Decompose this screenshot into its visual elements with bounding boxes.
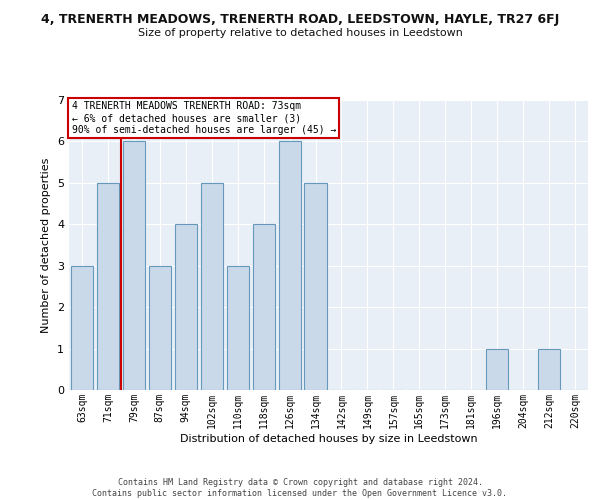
Text: Size of property relative to detached houses in Leedstown: Size of property relative to detached ho… bbox=[137, 28, 463, 38]
Bar bbox=[149, 266, 171, 390]
Bar bbox=[97, 183, 119, 390]
X-axis label: Distribution of detached houses by size in Leedstown: Distribution of detached houses by size … bbox=[179, 434, 478, 444]
Y-axis label: Number of detached properties: Number of detached properties bbox=[41, 158, 52, 332]
Text: 4 TRENERTH MEADOWS TRENERTH ROAD: 73sqm
← 6% of detached houses are smaller (3)
: 4 TRENERTH MEADOWS TRENERTH ROAD: 73sqm … bbox=[71, 102, 336, 134]
Bar bbox=[278, 142, 301, 390]
Bar bbox=[123, 142, 145, 390]
Bar bbox=[486, 348, 508, 390]
Bar bbox=[304, 183, 326, 390]
Text: 4, TRENERTH MEADOWS, TRENERTH ROAD, LEEDSTOWN, HAYLE, TR27 6FJ: 4, TRENERTH MEADOWS, TRENERTH ROAD, LEED… bbox=[41, 12, 559, 26]
Bar bbox=[175, 224, 197, 390]
Bar bbox=[253, 224, 275, 390]
Bar bbox=[538, 348, 560, 390]
Text: Contains HM Land Registry data © Crown copyright and database right 2024.
Contai: Contains HM Land Registry data © Crown c… bbox=[92, 478, 508, 498]
Bar bbox=[71, 266, 93, 390]
Bar bbox=[200, 183, 223, 390]
Bar bbox=[227, 266, 249, 390]
